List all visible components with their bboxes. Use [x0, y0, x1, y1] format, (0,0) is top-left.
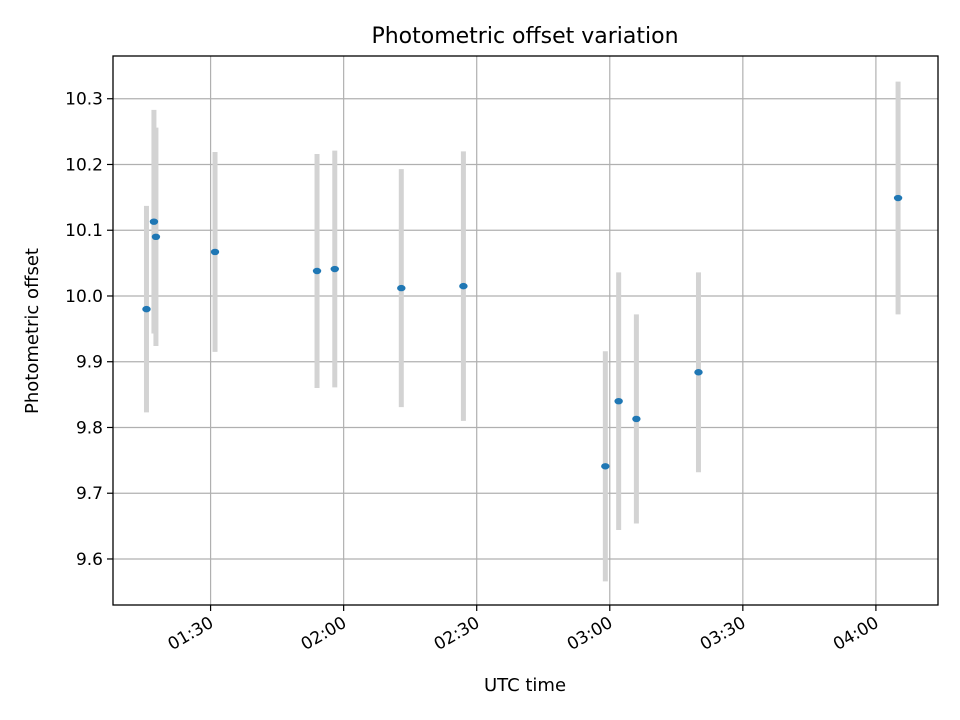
y-tick-label: 10.0 [65, 287, 103, 307]
x-tick-label: 02:30 [431, 613, 483, 655]
data-point [893, 194, 903, 202]
y-tick-label: 9.6 [76, 550, 103, 570]
y-tick-label: 10.2 [65, 155, 103, 175]
plot-frame [112, 55, 939, 606]
y-axis-ticks: 9.6 9.7 9.8 9.9 10.0 10.1 10.2 10.3 [65, 90, 113, 570]
y-axis-label: Photometric offset [22, 248, 43, 414]
data-point [694, 369, 703, 376]
data-point [601, 463, 610, 470]
y-tick-label: 9.9 [76, 353, 103, 373]
x-tick-label: 03:30 [697, 613, 749, 655]
data-points [142, 194, 903, 470]
y-tick-label: 10.1 [65, 221, 103, 241]
x-axis-label: UTC time [484, 675, 566, 696]
data-point [149, 218, 159, 225]
data-point [632, 415, 641, 423]
data-point [459, 282, 468, 290]
data-point [397, 284, 406, 292]
plot-background [113, 56, 938, 605]
data-point [614, 397, 623, 405]
data-point [312, 267, 322, 275]
x-tick-label: 01:30 [165, 613, 217, 655]
data-point [210, 248, 220, 256]
x-tick-label: 02:00 [298, 613, 350, 655]
x-tick-label: 04:00 [830, 613, 882, 655]
y-tick-label: 9.8 [76, 418, 103, 438]
y-tick-label: 9.7 [76, 484, 103, 504]
x-tick-label: 03:00 [564, 613, 616, 655]
grid [113, 56, 938, 605]
chart-title: Photometric offset variation [371, 24, 678, 49]
x-axis-ticks: 01:30 02:00 02:30 03:00 03:30 04:00 [165, 605, 882, 655]
data-point [330, 265, 339, 273]
data-point [151, 233, 161, 241]
y-tick-label: 10.3 [65, 90, 103, 110]
data-point [142, 305, 151, 313]
